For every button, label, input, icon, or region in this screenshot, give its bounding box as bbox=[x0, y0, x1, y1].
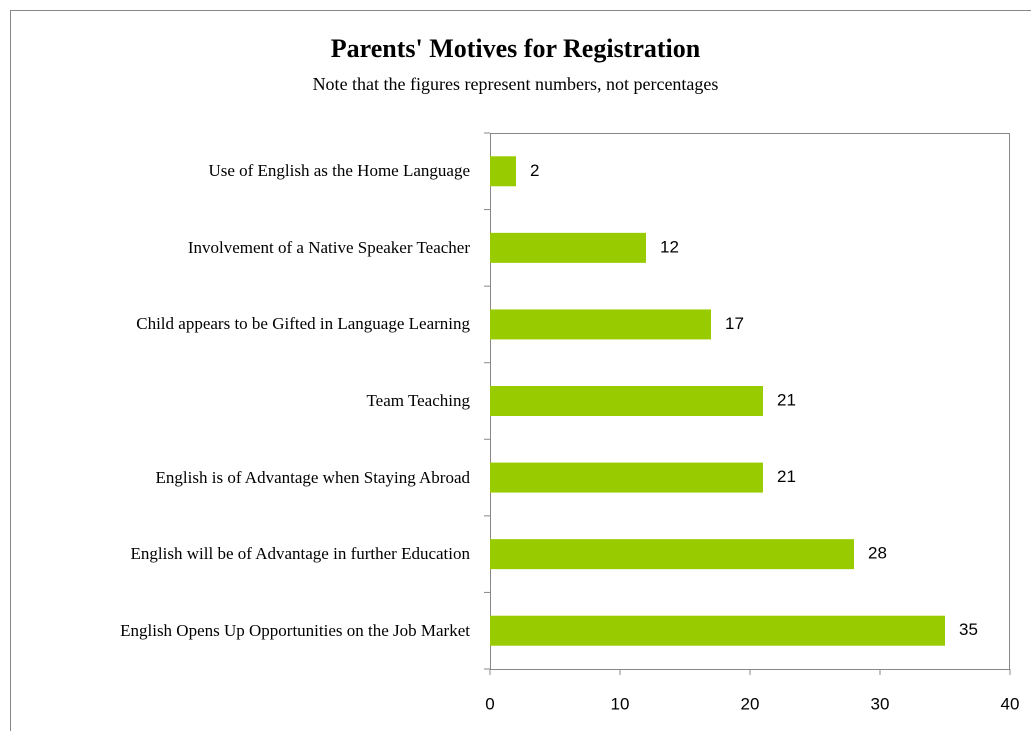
bar bbox=[490, 309, 711, 340]
bar bbox=[490, 615, 945, 646]
bar bbox=[490, 232, 646, 263]
frame bbox=[10, 10, 1031, 731]
value-label: 2 bbox=[530, 161, 539, 180]
value-label: 28 bbox=[868, 544, 887, 563]
y-tick-label: Child appears to be Gifted in Language L… bbox=[136, 314, 470, 334]
y-tick-label: Involvement of a Native Speaker Teacher bbox=[187, 237, 470, 257]
value-label: 21 bbox=[777, 390, 796, 409]
bar bbox=[490, 462, 763, 493]
value-label: 35 bbox=[959, 620, 978, 639]
bar bbox=[490, 386, 763, 416]
chart-title: Parents' Motives for Registration bbox=[330, 34, 701, 63]
chart-subtitle: Note that the figures represent numbers,… bbox=[312, 74, 719, 94]
y-tick-label: English Opens Up Opportunities on the Jo… bbox=[120, 620, 470, 640]
y-tick-label: English is of Advantage when Staying Abr… bbox=[155, 467, 470, 487]
value-label: 21 bbox=[777, 467, 796, 486]
x-tick-label: 0 bbox=[485, 694, 494, 713]
x-tick-label: 30 bbox=[871, 694, 890, 713]
y-tick-label: Team Teaching bbox=[366, 391, 470, 410]
bar bbox=[490, 539, 854, 570]
value-label: 12 bbox=[660, 237, 679, 256]
x-tick-label: 20 bbox=[741, 694, 760, 713]
y-tick-label: English will be of Advantage in further … bbox=[130, 544, 470, 564]
x-tick-label: 10 bbox=[611, 694, 630, 713]
x-tick-label: 40 bbox=[1001, 694, 1020, 713]
value-label: 17 bbox=[725, 314, 744, 333]
y-tick-label: Use of English as the Home Language bbox=[208, 161, 470, 181]
bar bbox=[490, 156, 516, 187]
